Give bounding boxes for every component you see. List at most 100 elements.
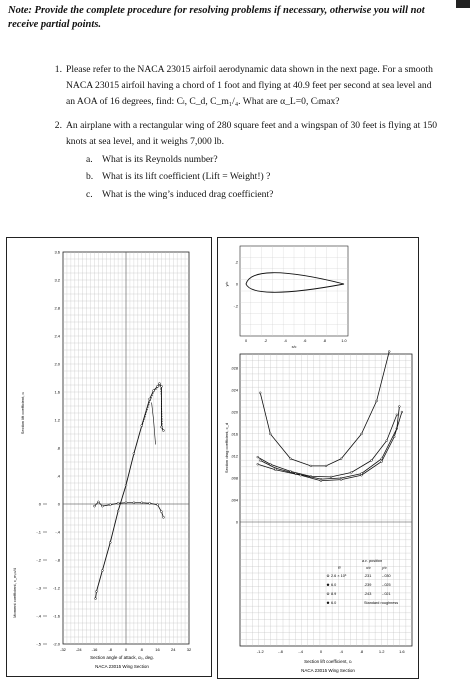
drag-polar-point bbox=[329, 475, 333, 479]
legend-marker bbox=[326, 601, 330, 605]
alpha-axis-label: Section angle of attack, α₀, deg. bbox=[90, 655, 154, 660]
cm-axis-label: Moment coefficient, c_m,c/4 bbox=[12, 567, 17, 618]
airfoil-x-tick: .2 bbox=[264, 339, 267, 343]
airfoil-y-tick: -.2 bbox=[234, 305, 238, 309]
problem-2b-text: What is its lift coefficient (Lift = Wei… bbox=[102, 171, 271, 182]
cl-axis-label: Section lift coefficient, cₗ bbox=[20, 391, 25, 434]
cm-tick-label: -.2 bbox=[36, 558, 41, 563]
drag-polar-point bbox=[299, 474, 302, 477]
airfoil-x-tick: .8 bbox=[323, 339, 326, 343]
cl-tick-label: 1.6 bbox=[54, 390, 60, 395]
drag-polar-point bbox=[256, 463, 259, 466]
cl-tick-label-right: -.4 bbox=[298, 649, 303, 654]
legend-ac-x: Standard roughness bbox=[364, 601, 398, 605]
cd-tick-label: .016 bbox=[231, 433, 238, 437]
problem-2-number: 2. bbox=[54, 120, 62, 131]
cl-tick-label: -2.0 bbox=[53, 642, 61, 647]
cl-tick-label-right: .4 bbox=[340, 649, 344, 654]
problem-1: 1. Please refer to the NACA 23015 airfoi… bbox=[46, 62, 466, 110]
cd-tick-label: .020 bbox=[231, 411, 238, 415]
moment-point bbox=[97, 500, 100, 504]
cl-tick-label: .4 bbox=[57, 474, 61, 479]
alpha-tick-label: -16 bbox=[92, 647, 99, 652]
problem-1-line-2: NACA 23015 airfoil having a chord of 1 f… bbox=[66, 80, 432, 91]
cd-tick-label: .004 bbox=[231, 499, 238, 503]
problem-2-line-1: An airplane with a rectangular wing of 2… bbox=[66, 120, 438, 131]
legend-header-ac: a.c. position bbox=[362, 559, 382, 563]
lift-point bbox=[94, 597, 97, 600]
problem-2a-label: a. bbox=[86, 154, 93, 165]
airfoil-profile bbox=[245, 272, 345, 293]
drag-polar-point bbox=[319, 479, 323, 482]
cl-tick-label: .8 bbox=[57, 446, 61, 451]
moment-point bbox=[132, 501, 136, 504]
drag-polar-point bbox=[380, 460, 383, 463]
moment-point bbox=[109, 503, 112, 506]
cl-tick-label-right: -.8 bbox=[278, 649, 283, 654]
legend-marker bbox=[326, 574, 330, 578]
lift-point bbox=[116, 509, 120, 513]
cd-tick-label: .028 bbox=[231, 367, 238, 371]
legend-ac-y: -.025 bbox=[382, 583, 391, 587]
airfoil-x-tick: 0 bbox=[245, 339, 247, 343]
moment-point bbox=[116, 502, 120, 505]
drag-polar-point bbox=[259, 391, 262, 394]
instructions-note: Note: Provide the complete procedure for… bbox=[8, 5, 425, 30]
drag-polar-point bbox=[309, 464, 312, 468]
airfoil-x-tick: .4 bbox=[284, 339, 287, 343]
cl-axis-label-right: Section lift coefficient, cₗ bbox=[304, 659, 352, 664]
moment-point bbox=[162, 516, 165, 519]
moment-point bbox=[160, 510, 163, 513]
drag-polar-point bbox=[395, 413, 398, 416]
problem-1-line-3: an AOA of 16 degrees, find: Cₗ, C_d, C_m… bbox=[66, 96, 340, 107]
problem-1-line-1: Please refer to the NACA 23015 airfoil a… bbox=[66, 64, 433, 75]
drag-polar-point bbox=[274, 468, 277, 471]
cm-tick-label: -.3 bbox=[36, 586, 41, 591]
drag-polar-point bbox=[340, 457, 343, 460]
problem-2b-label: b. bbox=[86, 171, 94, 182]
legend-ac-y: -.030 bbox=[382, 574, 391, 578]
lift-point bbox=[148, 397, 151, 401]
alpha-tick-label: -8 bbox=[108, 647, 112, 652]
drag-polar-point bbox=[256, 455, 259, 459]
stall-curve bbox=[151, 402, 156, 445]
drag-polar-point bbox=[324, 464, 328, 468]
lift-point bbox=[132, 452, 136, 455]
problem-2c-label: c. bbox=[86, 189, 93, 200]
moment-point bbox=[140, 501, 143, 504]
legend-ac-x: .239 bbox=[364, 583, 371, 587]
cd-axis-label: Section drag coefficient, c_d bbox=[224, 423, 229, 473]
moment-point bbox=[156, 503, 159, 506]
drag-polar-point bbox=[350, 471, 353, 474]
lift-point bbox=[158, 382, 161, 385]
drag-polar-point bbox=[400, 410, 404, 414]
drag-polar-point bbox=[388, 350, 391, 353]
corner-mark bbox=[456, 0, 470, 8]
lift-point bbox=[101, 569, 104, 572]
cd-tick-label: 0 bbox=[236, 521, 238, 525]
cl-tick-label: -.4 bbox=[55, 530, 60, 535]
drag-polar-point bbox=[360, 474, 363, 477]
lift-point bbox=[95, 590, 98, 593]
legend-header-x: x/c bbox=[365, 566, 371, 570]
cd-tick-label: .012 bbox=[231, 455, 238, 459]
problem-1-number: 1. bbox=[54, 64, 62, 75]
lift-point bbox=[160, 385, 163, 388]
legend-reynolds: 6.0 bbox=[331, 583, 336, 587]
airfoil-x-tick: .6 bbox=[303, 339, 306, 343]
drag-polar-point bbox=[398, 405, 401, 408]
legend-ac-x: .243 bbox=[364, 592, 371, 596]
cl-tick-label: -1.2 bbox=[53, 586, 61, 591]
alpha-tick-label: 8 bbox=[141, 647, 144, 652]
moment-point bbox=[93, 504, 96, 508]
drag-polar-point bbox=[340, 478, 343, 481]
drag-polar-point bbox=[370, 459, 373, 462]
drag-polar-point bbox=[375, 399, 378, 403]
lift-point bbox=[109, 541, 112, 544]
cl-tick-label: -1.6 bbox=[53, 614, 61, 619]
reynolds-legend: a.c. position R x/c y/c 2.6 × 10⁶ .231 -.030 6.… bbox=[326, 559, 398, 605]
lift-point bbox=[156, 385, 159, 388]
lift-curve-alt bbox=[141, 384, 163, 431]
left-chart-caption: NACA 23015 Wing Section bbox=[95, 664, 149, 669]
cm-tick-label: -.4 bbox=[36, 614, 41, 619]
